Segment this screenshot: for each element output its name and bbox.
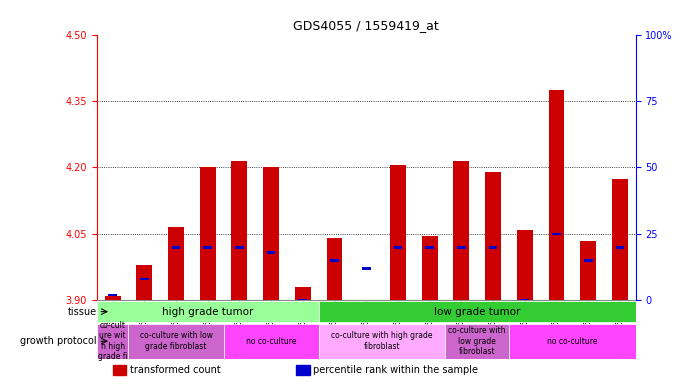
Bar [203, 246, 212, 248]
Bar [140, 278, 149, 280]
Bar [489, 246, 498, 248]
Bar [549, 90, 565, 300]
Text: no co-culture: no co-culture [246, 337, 296, 346]
Bar [97, 324, 129, 359]
Text: low grade tumor: low grade tumor [434, 307, 520, 317]
Bar [113, 365, 126, 375]
Bar [168, 227, 184, 300]
Bar [263, 167, 279, 300]
Bar [580, 241, 596, 300]
Bar [457, 246, 466, 248]
Bar [235, 246, 244, 248]
Text: tissue: tissue [68, 307, 97, 317]
Text: co-culture with high grade
fibroblast: co-culture with high grade fibroblast [331, 331, 433, 351]
Bar [319, 301, 636, 323]
Bar [453, 161, 469, 300]
Bar [517, 230, 533, 300]
Bar [104, 296, 120, 300]
Bar [224, 324, 319, 359]
Title: GDS4055 / 1559419_at: GDS4055 / 1559419_at [294, 19, 439, 32]
Text: co-culture with low
grade fibroblast: co-culture with low grade fibroblast [140, 331, 213, 351]
Bar [394, 246, 402, 248]
Bar [330, 259, 339, 262]
Bar [200, 167, 216, 300]
Bar [425, 246, 434, 248]
Bar [612, 179, 628, 300]
Bar [485, 172, 501, 300]
Bar [97, 301, 319, 323]
Bar [509, 324, 636, 359]
Bar [296, 365, 310, 375]
Bar [231, 161, 247, 300]
Text: percentile rank within the sample: percentile rank within the sample [314, 365, 478, 375]
Text: growth protocol: growth protocol [20, 336, 97, 346]
Bar [616, 246, 624, 248]
Bar [362, 267, 370, 270]
Bar [552, 233, 561, 235]
Text: transformed count: transformed count [130, 365, 221, 375]
Text: no co-culture: no co-culture [547, 337, 598, 346]
Bar [422, 236, 437, 300]
Bar [129, 324, 224, 359]
Text: high grade tumor: high grade tumor [162, 307, 254, 317]
Bar [319, 324, 446, 359]
Text: co-cult
ure wit
h high
grade fi: co-cult ure wit h high grade fi [97, 321, 127, 361]
Bar [390, 165, 406, 300]
Bar [136, 265, 152, 300]
Bar [327, 238, 343, 300]
Bar [520, 299, 529, 302]
Text: co-culture with
low grade
fibroblast: co-culture with low grade fibroblast [448, 326, 506, 356]
Bar [267, 251, 276, 254]
Bar [171, 246, 180, 248]
Bar [299, 299, 307, 302]
Bar [446, 324, 509, 359]
Bar [108, 294, 117, 296]
Bar [295, 287, 311, 300]
Bar [584, 259, 592, 262]
